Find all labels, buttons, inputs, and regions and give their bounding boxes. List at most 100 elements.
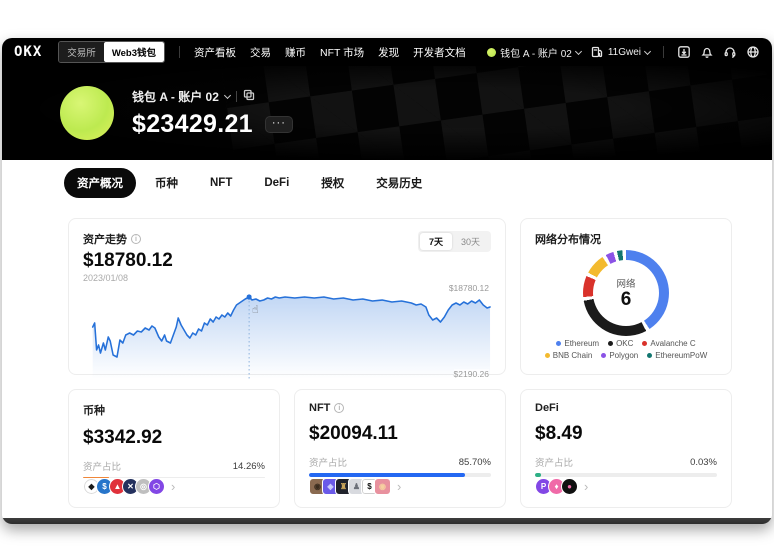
ratio-label: 资产占比 — [309, 458, 348, 469]
chevron-down-icon — [223, 91, 231, 99]
divider — [235, 90, 237, 102]
legend-dot — [544, 353, 550, 358]
avax-icon: ▲ — [109, 478, 126, 495]
legend-label: Avalanche C — [650, 339, 696, 348]
nav-menu-item[interactable]: NFT 市场 — [319, 46, 365, 59]
nav-toggle-active[interactable]: Web3钱包 — [103, 42, 164, 62]
info-icon: i — [334, 403, 345, 413]
legend-dot — [556, 341, 562, 346]
legend-label: BNB Chain — [552, 351, 593, 360]
app-window: OKX 交易所 Web3钱包 资产看板 交易 赚币 NFT 市场 发现 开发者文档 钱包 A… — [2, 38, 772, 524]
gas-price-label: 11Gwei — [607, 46, 641, 58]
account-avatar[interactable] — [60, 86, 114, 140]
ratio-percent: 85.70% — [458, 456, 491, 468]
download-icon[interactable] — [677, 45, 691, 59]
nav-divider — [178, 46, 180, 58]
bell-icon[interactable] — [700, 45, 714, 59]
nav-menu-item[interactable]: 资产看板 — [193, 46, 236, 59]
range-toggle: 7天 30天 — [417, 231, 491, 252]
nft-light-icon: ♟ — [348, 478, 365, 495]
chevron-down-icon — [574, 47, 582, 55]
nav-menu-item[interactable]: 开发者文档 — [413, 46, 466, 59]
legend-item: EthereumPoW — [647, 351, 707, 360]
eth-icon: ◆ — [83, 478, 100, 495]
coins-value: $3342.92 — [83, 427, 163, 448]
defi-value: $8.49 — [535, 423, 583, 444]
network-card-title: 网络分布情况 — [535, 234, 601, 246]
token-icons-row: ◆ $ ▲ ✕ ◎ ⬡ › — [83, 478, 265, 495]
globe-icon[interactable] — [746, 45, 760, 59]
wallet-avatar-dot — [487, 47, 497, 57]
tab-item[interactable]: DeFi — [264, 177, 290, 189]
gas-pump-icon — [590, 45, 604, 59]
defi-pink-icon: ♦ — [548, 478, 565, 495]
gas-price[interactable]: 11Gwei — [590, 45, 652, 59]
chevron-right-icon[interactable]: › — [584, 479, 589, 494]
ratio-label: 资产占比 — [535, 458, 574, 469]
chevron-right-icon[interactable]: › — [397, 479, 402, 494]
trend-chart-svg: ☝ — [91, 294, 491, 379]
ratio-bar — [535, 473, 717, 477]
info-icon: i — [131, 234, 141, 244]
ratio-label: 资产占比 — [83, 462, 122, 473]
legend-item: Polygon — [601, 351, 638, 360]
range-button[interactable]: 30天 — [460, 237, 480, 247]
defi-card: DeFi $8.49 资产占比 0.03% P ♦ ● › — [520, 389, 732, 508]
trend-line-chart[interactable]: ☝ $18780.12 $2190.26 — [83, 283, 491, 379]
nav-divider — [663, 46, 664, 58]
account-info: 钱包 A - 账户 02 $23429.21 ··· — [132, 88, 293, 139]
tab-item[interactable]: 交易历史 — [376, 178, 423, 190]
chart-min-label: $2190.26 — [453, 369, 489, 379]
nav-menu-item[interactable]: 赚币 — [284, 46, 306, 59]
network-donut-chart: 网络 6 — [583, 250, 669, 336]
nav-right: 钱包 A - 账户 02 11Gwei — [487, 45, 760, 60]
headset-icon[interactable] — [723, 45, 737, 59]
chevron-right-icon[interactable]: › — [171, 479, 176, 494]
trend-date: 2023/01/08 — [83, 273, 129, 283]
more-actions-button[interactable]: ··· — [264, 115, 293, 133]
cursor-hand-icon: ☝ — [252, 303, 258, 316]
tab-item[interactable]: 币种 — [155, 178, 178, 190]
range-button[interactable]: 7天 — [419, 233, 452, 250]
donut-center-label: 网络 — [616, 278, 636, 290]
legend-label: OKC — [616, 339, 634, 348]
ratio-bar — [309, 473, 491, 477]
defi-card-title: DeFi — [535, 402, 559, 414]
ratio-bar — [83, 477, 265, 478]
coins-card-title: 币种 — [83, 405, 105, 417]
okx-logo: OKX — [14, 44, 43, 60]
main-content: 资产走势 i $18780.12 2023/01/08 7天 30天 — [2, 206, 772, 518]
tab-item[interactable]: 授权 — [321, 178, 345, 190]
copy-icon[interactable] — [243, 89, 255, 104]
nav-menu-item[interactable]: 发现 — [378, 46, 400, 59]
nav-toggle-item[interactable]: 交易所 — [59, 42, 104, 62]
tab-item[interactable]: NFT — [210, 177, 233, 189]
legend-label: Polygon — [609, 351, 639, 360]
tab-active[interactable]: 资产概况 — [64, 168, 136, 198]
wallet-selector[interactable]: 钱包 A - 账户 02 — [487, 45, 582, 60]
chart-max-label: $18780.12 — [448, 283, 489, 293]
section-tab-bar: 资产概况 币种 NFT DeFi 授权 交易历史 — [2, 160, 772, 206]
legend-dot — [642, 341, 648, 346]
account-hero: 钱包 A - 账户 02 $23429.21 ··· — [2, 66, 772, 160]
account-name-row[interactable]: 钱包 A - 账户 02 — [132, 88, 293, 105]
legend-dot — [601, 353, 607, 358]
nft-card-title: NFT — [309, 402, 331, 414]
nft-thumbs-row: ◉ ◈ ♜ ♟ $ ◉ › — [309, 478, 491, 495]
legend-item: Ethereum — [556, 339, 599, 348]
legend-dot — [647, 353, 653, 358]
legend-item: OKC — [608, 339, 633, 348]
nav-menu: 资产看板 交易 赚币 NFT 市场 发现 开发者文档 — [194, 45, 466, 60]
wallet-selector-label: 钱包 A - 账户 02 — [500, 48, 572, 60]
network-distribution-card: 网络分布情况 网络 6 Ethereum OKC Avalanche C BNB Ch… — [520, 218, 732, 375]
window-bottom-edge — [2, 518, 772, 524]
trend-card-title: 资产走势 — [83, 234, 127, 246]
top-nav: OKX 交易所 Web3钱包 资产看板 交易 赚币 NFT 市场 发现 开发者文档 钱包 A… — [2, 38, 772, 66]
legend-label: Ethereum — [564, 339, 600, 348]
nav-menu-item[interactable]: 交易 — [249, 46, 271, 59]
nft-value: $20094.11 — [309, 423, 398, 444]
polygon-icon: ⬡ — [148, 478, 165, 495]
total-balance: $23429.21 — [132, 109, 253, 138]
legend-item: BNB Chain — [544, 351, 593, 360]
token-gray-icon: ◎ — [135, 478, 152, 495]
